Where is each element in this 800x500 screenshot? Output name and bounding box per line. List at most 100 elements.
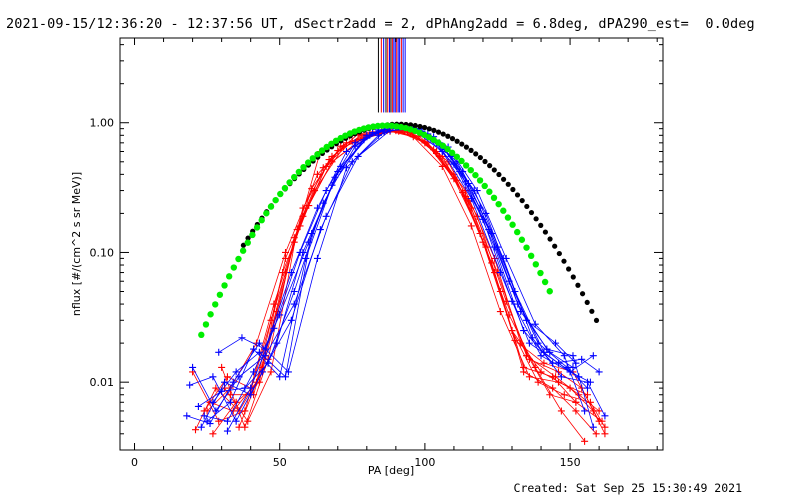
data-point-marker <box>523 352 531 360</box>
green-fit-point <box>370 123 377 130</box>
black-fit-point <box>533 216 539 222</box>
data-point-marker <box>525 339 533 347</box>
data-point-marker <box>508 327 516 335</box>
black-fit-point <box>482 158 488 165</box>
data-point-marker <box>241 407 249 415</box>
data-point-marker <box>232 368 240 376</box>
green-fit-point <box>514 228 521 236</box>
black-fit-point <box>547 236 553 242</box>
green-fit-point <box>207 311 214 318</box>
data-point-marker <box>566 368 574 376</box>
black-fit-point <box>449 136 456 142</box>
black-fit-point <box>514 192 521 198</box>
data-point-marker <box>467 222 475 230</box>
data-point-marker <box>319 164 327 172</box>
data-point-marker <box>581 437 589 445</box>
data-point-marker <box>537 368 545 376</box>
data-point-marker <box>598 417 606 425</box>
data-point-marker <box>282 248 290 256</box>
data-point-marker <box>250 368 258 376</box>
data-point-marker <box>546 391 554 399</box>
data-point-marker <box>589 423 597 431</box>
series-line <box>189 126 577 423</box>
series-line <box>230 129 597 435</box>
green-fit-point <box>267 203 275 210</box>
green-fit-point <box>518 236 526 243</box>
x-tick-label: 100 <box>414 456 435 469</box>
data-point-marker <box>595 407 603 415</box>
data-point-marker <box>313 170 321 178</box>
data-point-marker <box>334 168 342 176</box>
data-point-marker <box>496 308 504 316</box>
data-point-marker <box>287 269 295 277</box>
data-point-marker <box>520 327 528 335</box>
data-point-marker <box>496 269 504 277</box>
green-fit-point <box>546 288 553 295</box>
black-fit-point <box>431 127 437 133</box>
data-point-marker <box>235 373 243 381</box>
data-point-marker <box>508 297 516 305</box>
data-point-marker <box>287 316 295 324</box>
data-point-marker <box>258 368 266 376</box>
black-fit-point <box>459 141 465 147</box>
data-point-marker <box>540 348 548 356</box>
data-point-marker <box>505 311 513 319</box>
data-point-marker <box>584 384 592 392</box>
green-fit-point <box>318 147 326 154</box>
green-fit-point <box>309 155 317 162</box>
data-point-marker <box>209 398 217 406</box>
data-point-marker <box>540 359 548 367</box>
data-point-marker <box>520 368 528 376</box>
green-fit-point <box>216 291 224 298</box>
x-tick-label: 150 <box>560 456 581 469</box>
black-fit-point <box>510 186 516 193</box>
data-point-marker <box>435 152 443 160</box>
black-fit-point <box>477 154 483 161</box>
data-point-marker <box>560 391 568 399</box>
black-fit-point <box>473 151 479 157</box>
green-fit-point <box>467 166 474 174</box>
created-timestamp: Created: Sat Sep 25 15:30:49 2021 <box>513 481 742 495</box>
green-fit-point <box>527 252 535 260</box>
green-fit-point <box>221 282 228 289</box>
green-fit-point <box>277 190 284 198</box>
data-point-marker <box>209 430 217 438</box>
data-point-marker <box>572 398 580 406</box>
data-point-marker <box>589 352 597 360</box>
data-point-marker <box>250 345 258 353</box>
black-fit-point <box>463 144 470 150</box>
green-fit-point <box>495 200 502 208</box>
data-point-marker <box>238 334 246 342</box>
black-fit-point <box>593 317 600 324</box>
series-line <box>209 130 585 442</box>
data-point-marker <box>572 359 580 367</box>
green-fit-point <box>323 143 330 151</box>
data-point-marker <box>531 363 539 371</box>
black-fit-point <box>445 133 451 139</box>
green-fit-point <box>444 145 451 153</box>
black-fit-point <box>505 181 511 187</box>
green-fit-point <box>435 139 442 146</box>
data-point-marker <box>348 137 356 145</box>
green-fit-point <box>225 273 233 280</box>
black-fit-point <box>556 250 562 257</box>
green-fit-point <box>458 157 465 165</box>
green-fit-point <box>291 173 298 181</box>
green-fit-point <box>439 142 447 149</box>
data-point-marker <box>305 238 313 246</box>
black-fit-point <box>422 124 428 131</box>
data-point-marker <box>302 254 310 262</box>
data-point-marker <box>572 407 580 415</box>
data-point-marker <box>221 378 229 386</box>
green-fit-point <box>425 133 433 141</box>
data-point-marker <box>267 368 275 376</box>
black-fit-point <box>440 131 446 137</box>
green-fit-point <box>490 194 498 202</box>
green-fit-point <box>388 122 395 130</box>
data-point-marker <box>592 430 600 438</box>
green-fit-point <box>258 217 265 224</box>
plot-frame <box>119 37 664 451</box>
series-line <box>218 126 600 373</box>
data-point-marker <box>322 212 330 220</box>
data-point-marker <box>215 348 223 356</box>
